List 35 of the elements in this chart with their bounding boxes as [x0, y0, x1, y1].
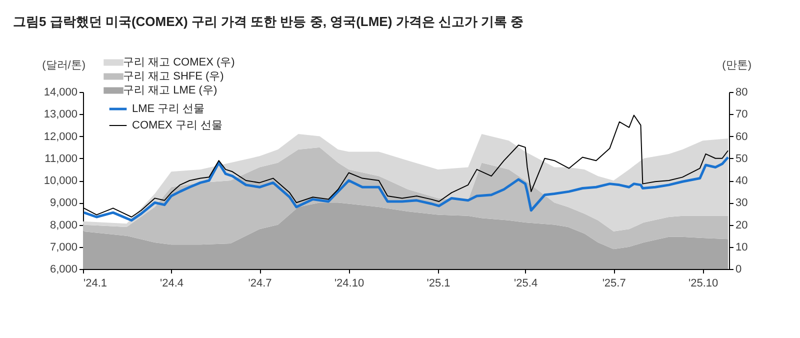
- x-tick-label: '24.1: [84, 278, 108, 290]
- x-tick-label: '24.7: [248, 278, 272, 290]
- y-tick-label: 11,000: [44, 152, 78, 165]
- x-tick-label: '25.1: [426, 278, 450, 290]
- legend-label: 구리 재고 SHFE (우): [123, 70, 224, 82]
- legend-label: LME 구리 선물: [132, 103, 205, 115]
- y2-tick-label: 30: [736, 197, 748, 210]
- y2-tick-label: 70: [736, 108, 748, 121]
- y-tick-label: 8,000: [50, 219, 78, 232]
- y-tick-label: 6,000: [50, 264, 78, 276]
- y2-tick-label: 10: [736, 241, 748, 254]
- legend-label: 구리 재고 LME (우): [123, 84, 218, 96]
- y2-tick-label: 40: [736, 175, 748, 187]
- x-tick-label: '25.10: [688, 278, 718, 290]
- y-tick-label: 9,000: [50, 197, 78, 210]
- x-tick-label: '24.4: [160, 278, 184, 290]
- line-series: [82, 156, 730, 222]
- legend-label: COMEX 구리 선물: [132, 120, 222, 132]
- y-tick-label: 10,000: [44, 175, 78, 187]
- x-tick-label: '25.7: [602, 278, 626, 290]
- y2-axis-title: (만톤): [722, 60, 752, 72]
- chart-title: 그림5 급락했던 미국(COMEX) 구리 가격 또한 반등 중, 영국(LME) 가격은 신고가 기록 중: [13, 14, 524, 29]
- x-tick-label: '24.10: [334, 278, 364, 290]
- y2-tick-label: 0: [736, 264, 742, 276]
- y2-tick-label: 80: [736, 86, 748, 98]
- y-tick-label: 7,000: [50, 241, 78, 254]
- legend-label: 구리 재고 COMEX (우): [123, 56, 235, 68]
- y2-tick-label: 60: [736, 130, 748, 143]
- y2-tick-label: 50: [736, 152, 748, 165]
- y-tick-label: 12,000: [44, 130, 78, 143]
- y-tick-label: 13,000: [44, 108, 78, 121]
- y-axis-title: (달러/톤): [42, 60, 86, 72]
- y2-tick-label: 20: [736, 219, 748, 232]
- x-tick-label: '25.4: [514, 278, 538, 290]
- y-tick-label: 14,000: [44, 86, 78, 98]
